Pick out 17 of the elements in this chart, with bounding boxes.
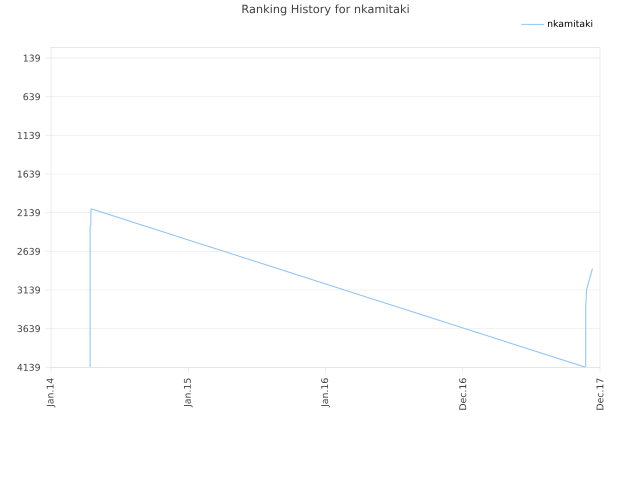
line-series: [90, 208, 594, 368]
y-tick-label: 3639: [18, 324, 40, 332]
x-tick-label: Dec.17: [596, 378, 604, 410]
x-tick-label: Jan.14: [46, 378, 56, 408]
y-tick-label: 1139: [18, 132, 40, 139]
chart-title: Ranking History for nkamitaki: [242, 4, 409, 16]
y-tick-label: 1639: [18, 170, 40, 178]
x-tick-label: Dec.16: [459, 378, 466, 410]
x-tick-label: Jan.15: [184, 378, 193, 408]
y-tick-label: 139: [24, 54, 40, 62]
legend-label: nkamitaki: [548, 20, 592, 27]
x-tick-label: Jan.16: [321, 378, 330, 408]
y-tick-label: 4139: [17, 364, 40, 371]
y-tick-label: 639: [23, 93, 40, 100]
y-tick-label: 2139: [18, 209, 40, 216]
y-tick-label: 2639: [18, 248, 40, 255]
y-tick-label: 3139: [18, 286, 40, 294]
